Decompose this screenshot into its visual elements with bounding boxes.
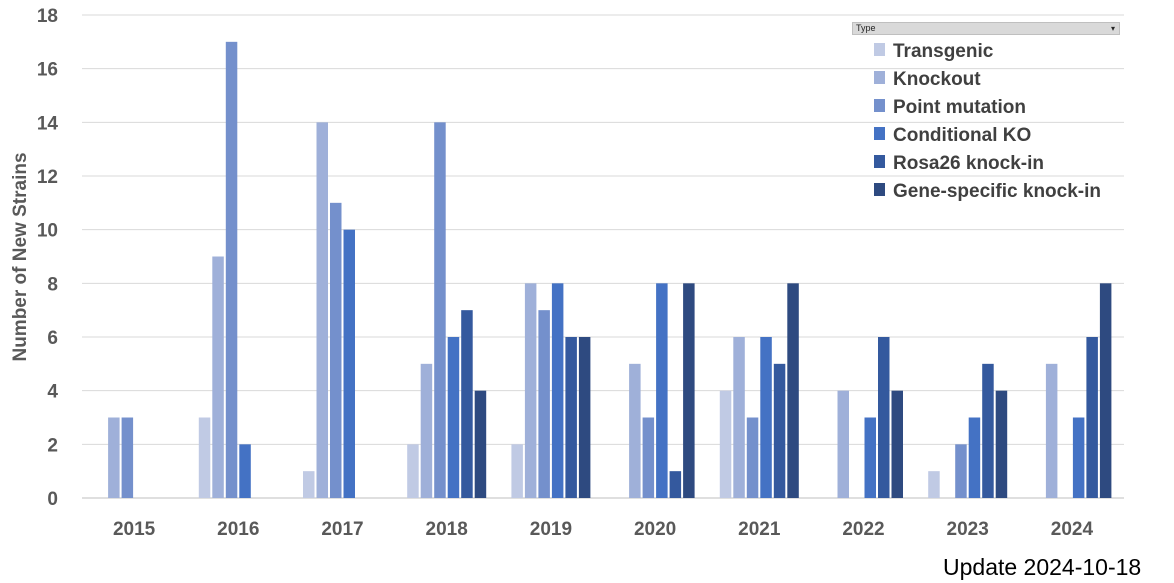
legend-swatch	[874, 183, 885, 196]
y-tick-label: 2	[47, 435, 58, 456]
x-tick-label: 2016	[217, 519, 259, 540]
bar	[121, 417, 134, 498]
y-tick-label: 12	[37, 167, 58, 188]
x-tick-label: 2015	[113, 519, 156, 540]
y-tick-label: 8	[47, 274, 58, 295]
legend-entry: Gene-specific knock-in	[893, 181, 1101, 202]
bar	[629, 363, 641, 498]
type-filter-dropdown[interactable]: Type ▾	[852, 22, 1120, 35]
bar	[343, 229, 355, 498]
y-tick-label: 0	[47, 489, 58, 510]
bar	[474, 390, 487, 498]
bar	[864, 417, 876, 498]
bar	[524, 283, 537, 498]
bar	[225, 41, 238, 498]
y-axis-label: Number of New Strains	[10, 152, 31, 361]
bar	[982, 363, 994, 498]
bar	[719, 390, 732, 498]
bar	[303, 471, 315, 498]
bar	[407, 444, 419, 498]
bar	[578, 337, 591, 498]
bar	[1086, 337, 1098, 498]
update-note: Update 2024-10-18	[943, 554, 1142, 580]
bar	[837, 390, 849, 498]
x-tick-label: 2017	[321, 519, 363, 540]
y-axis-ticks: 0 2 4 6 8 10 12 14 16 18	[37, 6, 59, 510]
bar	[955, 444, 967, 498]
bar	[239, 444, 251, 498]
legend-entry: Rosa26 knock-in	[893, 153, 1044, 174]
x-tick-label: 2019	[530, 519, 572, 540]
bar	[198, 417, 211, 498]
y-tick-label: 14	[37, 113, 59, 134]
x-axis-ticks: 2015 2016 2017 2018 2019 2020 2021 2022 2023 2024	[113, 519, 1094, 540]
legend: Transgenic Knockout Point mutation Conditio…	[874, 41, 1101, 202]
legend-entry: Knockout	[893, 69, 981, 90]
bar	[1045, 363, 1058, 498]
bar	[773, 363, 786, 498]
x-tick-label: 2024	[1051, 519, 1094, 540]
type-filter-label: Type	[856, 23, 876, 33]
bar	[420, 363, 433, 498]
bar	[316, 122, 328, 498]
x-tick-label: 2022	[842, 519, 884, 540]
bar	[995, 390, 1008, 498]
bar	[891, 390, 903, 498]
bar	[330, 202, 342, 499]
bar	[683, 283, 695, 498]
legend-swatch	[874, 127, 885, 140]
bar	[511, 444, 523, 498]
y-tick-label: 18	[37, 6, 58, 27]
bar	[968, 417, 981, 498]
x-tick-label: 2023	[947, 519, 989, 540]
bar	[538, 310, 550, 498]
bar	[878, 337, 890, 498]
y-tick-label: 4	[47, 382, 58, 403]
bar	[746, 417, 759, 498]
x-tick-label: 2020	[634, 519, 676, 540]
gridlines	[82, 14, 1124, 499]
bar	[212, 256, 224, 498]
y-tick-label: 10	[37, 221, 58, 242]
bar	[447, 337, 460, 498]
y-tick-label: 16	[37, 60, 58, 81]
bar	[642, 417, 655, 498]
legend-swatch	[874, 43, 885, 56]
legend-entry: Point mutation	[893, 97, 1026, 118]
x-tick-label: 2021	[738, 519, 781, 540]
bar	[928, 471, 940, 498]
bar	[1072, 417, 1085, 498]
legend-swatch	[874, 155, 885, 168]
bar	[733, 337, 745, 498]
bar	[434, 122, 446, 498]
legend-swatch	[874, 71, 885, 84]
legend-swatch	[874, 99, 885, 112]
bar	[1099, 283, 1112, 498]
bar	[565, 337, 577, 498]
x-tick-label: 2018	[426, 519, 468, 540]
chevron-down-icon[interactable]: ▾	[1110, 24, 1115, 33]
bar	[108, 417, 120, 498]
bar	[656, 283, 668, 498]
bar	[669, 471, 682, 498]
bar	[760, 337, 772, 498]
legend-entry: Transgenic	[893, 41, 994, 62]
bar	[461, 310, 473, 498]
bars	[108, 41, 1112, 499]
bar	[551, 283, 564, 498]
y-tick-label: 6	[47, 328, 58, 349]
bar	[787, 283, 799, 498]
legend-entry: Conditional KO	[893, 125, 1031, 146]
